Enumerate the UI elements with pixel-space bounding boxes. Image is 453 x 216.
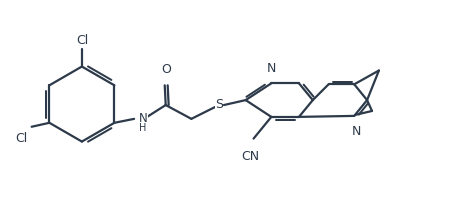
- Text: N: N: [352, 125, 361, 138]
- Text: S: S: [215, 98, 223, 111]
- Text: CN: CN: [241, 151, 260, 164]
- Text: Cl: Cl: [16, 132, 28, 145]
- Text: N: N: [267, 62, 276, 75]
- Text: N: N: [139, 112, 148, 125]
- Text: O: O: [161, 64, 171, 76]
- Text: H: H: [139, 123, 146, 133]
- Text: Cl: Cl: [76, 34, 88, 47]
